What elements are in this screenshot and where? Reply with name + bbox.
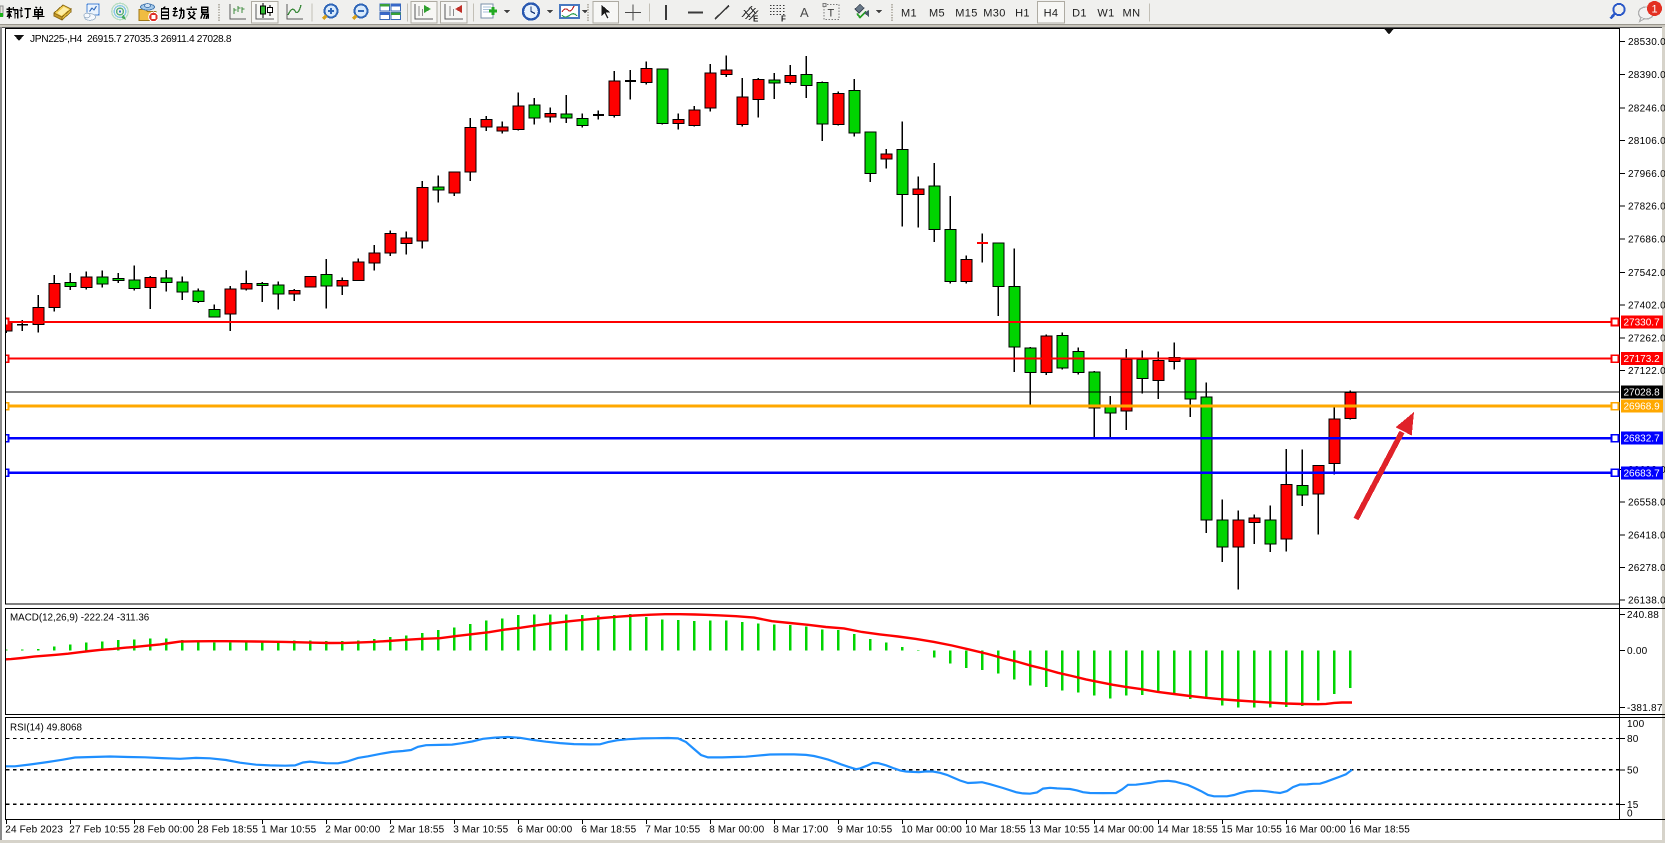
svg-text:80: 80	[1627, 734, 1639, 745]
svg-text:27542.0: 27542.0	[1628, 268, 1665, 279]
svg-text:27966.0: 27966.0	[1628, 169, 1665, 180]
svg-text:RSI(14) 49.8068: RSI(14) 49.8068	[10, 723, 82, 734]
svg-text:26683.7: 26683.7	[1624, 468, 1661, 479]
svg-text:F: F	[781, 15, 786, 24]
svg-text:0: 0	[1627, 808, 1633, 819]
svg-text:M30: M30	[983, 8, 1006, 20]
svg-text:6 Mar 00:00: 6 Mar 00:00	[517, 825, 572, 836]
svg-text:50: 50	[1627, 765, 1639, 776]
svg-text:27173.2: 27173.2	[1624, 354, 1661, 365]
svg-text:27686.0: 27686.0	[1628, 234, 1665, 245]
svg-text:16 Mar 18:55: 16 Mar 18:55	[1349, 825, 1410, 836]
svg-text:100: 100	[1627, 719, 1645, 730]
svg-text:15 Mar 10:55: 15 Mar 10:55	[1221, 825, 1282, 836]
svg-text:13 Mar 10:55: 13 Mar 10:55	[1029, 825, 1090, 836]
svg-text:10 Mar 00:00: 10 Mar 00:00	[901, 825, 962, 836]
svg-text:27028.8: 27028.8	[1624, 388, 1661, 399]
svg-text:E: E	[753, 15, 759, 24]
svg-text:T: T	[828, 8, 835, 20]
svg-text:28390.0: 28390.0	[1628, 70, 1665, 81]
svg-text:26138.0: 26138.0	[1628, 596, 1665, 607]
svg-text:27262.0: 27262.0	[1628, 333, 1665, 344]
svg-text:7 Mar 10:55: 7 Mar 10:55	[645, 825, 700, 836]
svg-text:28 Feb 18:55: 28 Feb 18:55	[197, 825, 258, 836]
svg-text:26278.0: 26278.0	[1628, 563, 1665, 574]
svg-text:6 Mar 18:55: 6 Mar 18:55	[581, 825, 636, 836]
svg-text:26418.0: 26418.0	[1628, 530, 1665, 541]
svg-text:A: A	[800, 5, 809, 20]
svg-text:28246.0: 28246.0	[1628, 104, 1665, 115]
svg-text:28530.0: 28530.0	[1628, 37, 1665, 48]
svg-text:14 Mar 00:00: 14 Mar 00:00	[1093, 825, 1154, 836]
svg-text:M5: M5	[929, 8, 945, 20]
svg-text:10 Mar 18:55: 10 Mar 18:55	[965, 825, 1026, 836]
svg-text:MN: MN	[1123, 8, 1141, 20]
svg-text:240.88: 240.88	[1627, 610, 1659, 621]
svg-text:2 Mar 00:00: 2 Mar 00:00	[325, 825, 380, 836]
svg-text:14 Mar 18:55: 14 Mar 18:55	[1157, 825, 1218, 836]
svg-text:8 Mar 00:00: 8 Mar 00:00	[709, 825, 764, 836]
svg-text:JPN225-,H4 26915.7 27035.3 26: JPN225-,H4 26915.7 27035.3 26911.4 27028…	[30, 34, 232, 45]
svg-text:28 Feb 00:00: 28 Feb 00:00	[133, 825, 194, 836]
svg-text:W1: W1	[1097, 8, 1114, 20]
svg-text:27122.0: 27122.0	[1628, 366, 1665, 377]
svg-text:1: 1	[1651, 4, 1657, 16]
svg-text:24 Feb 2023: 24 Feb 2023	[5, 825, 63, 836]
svg-text:26558.0: 26558.0	[1628, 498, 1665, 509]
svg-text:15: 15	[1627, 800, 1639, 811]
svg-text:3 Mar 10:55: 3 Mar 10:55	[453, 825, 508, 836]
svg-text:H1: H1	[1015, 8, 1030, 20]
svg-text:27826.0: 27826.0	[1628, 202, 1665, 213]
svg-text:H4: H4	[1044, 8, 1059, 20]
svg-text:-381.87: -381.87	[1627, 703, 1663, 714]
svg-text:27 Feb 10:55: 27 Feb 10:55	[69, 825, 130, 836]
svg-text:M15: M15	[955, 8, 978, 20]
svg-text:1 Mar 10:55: 1 Mar 10:55	[261, 825, 316, 836]
svg-text:0.00: 0.00	[1627, 646, 1648, 657]
svg-text:2 Mar 18:55: 2 Mar 18:55	[389, 825, 444, 836]
svg-text:28106.0: 28106.0	[1628, 136, 1665, 147]
svg-text:26832.7: 26832.7	[1624, 434, 1661, 445]
svg-text:27330.7: 27330.7	[1624, 318, 1661, 329]
svg-text:16 Mar 00:00: 16 Mar 00:00	[1285, 825, 1346, 836]
svg-text:27402.0: 27402.0	[1628, 301, 1665, 312]
svg-text:D1: D1	[1072, 8, 1087, 20]
svg-text:26968.9: 26968.9	[1624, 402, 1661, 413]
svg-text:9 Mar 10:55: 9 Mar 10:55	[837, 825, 892, 836]
svg-text:M1: M1	[901, 8, 917, 20]
svg-text:8 Mar 17:00: 8 Mar 17:00	[773, 825, 828, 836]
svg-text:MACD(12,26,9) -222.24 -311.36: MACD(12,26,9) -222.24 -311.36	[10, 613, 150, 624]
